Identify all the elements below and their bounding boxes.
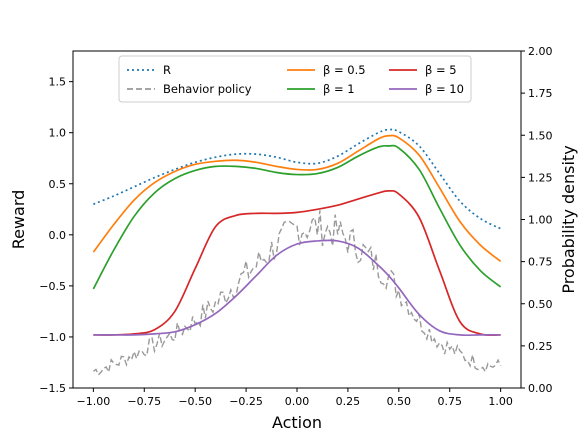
y-right-tick-label-6: 1.50: [528, 129, 553, 142]
x-tick-label-6: 0.50: [387, 395, 412, 408]
legend-label-1: Behavior policy: [163, 82, 252, 96]
y-left-tick-label-3: 0.0: [49, 229, 67, 242]
y-axis-label-left: Reward: [9, 190, 28, 250]
legend-label-3: β = 1: [323, 82, 355, 96]
series-line-5: [93, 239, 501, 337]
legend-label-4: β = 5: [425, 63, 457, 77]
y-left-tick-label-6: 1.5: [49, 76, 67, 89]
legend-label-2: β = 0.5: [323, 63, 366, 77]
y-left-tick-label-2: −0.5: [39, 280, 66, 293]
legend-box: [118, 55, 472, 103]
y-left-tick-label-5: 1.0: [49, 127, 67, 140]
y-right-tick-label-7: 1.75: [528, 87, 553, 100]
y-right-tick-label-1: 0.25: [528, 340, 553, 353]
y-right-tick-label-0: 0.00: [528, 382, 553, 395]
axes-layer: −1.00 −0.75 −0.50 −0.25 0.00 0.25 0.50 0.75 1.00…: [39, 45, 552, 408]
y-left-tick-label-4: 0.5: [49, 178, 67, 191]
series-line-2: [92, 134, 502, 263]
series-line-3: [92, 144, 502, 290]
x-tick-label-8: 1.00: [488, 395, 513, 408]
y-right-tick-label-5: 1.25: [528, 171, 553, 184]
y-left-tick-label-1: −1.0: [39, 331, 66, 344]
x-tick-label-2: −0.50: [178, 395, 212, 408]
legend-label-5: β = 10: [425, 82, 464, 96]
x-tick-label-5: 0.25: [336, 395, 361, 408]
series-layer: [92, 128, 502, 376]
y-right-tick-label-3: 0.75: [528, 256, 553, 269]
x-tick-label-3: −0.25: [229, 395, 263, 408]
y-right-tick-label-2: 0.50: [528, 298, 553, 311]
x-axis-label: Action: [272, 413, 322, 432]
y-right-tick-label-8: 2.00: [528, 45, 553, 58]
x-tick-label-4: 0.00: [285, 395, 310, 408]
series-line-0: [93, 128, 502, 230]
y-axis-label-right: Probability density: [559, 145, 578, 293]
y-right-tick-label-4: 1.00: [528, 214, 553, 227]
x-tick-label-0: −1.00: [77, 395, 111, 408]
series-line-4: [93, 189, 501, 337]
legend: R Behavior policy β = 0.5 β = 1 β = 5 β = 10: [118, 55, 472, 103]
y-left-tick-label-0: −1.5: [39, 382, 66, 395]
x-tick-label-1: −0.75: [127, 395, 161, 408]
x-tick-label-7: 0.75: [437, 395, 462, 408]
series-line-1: [92, 210, 502, 376]
legend-label-0: R: [163, 63, 171, 77]
